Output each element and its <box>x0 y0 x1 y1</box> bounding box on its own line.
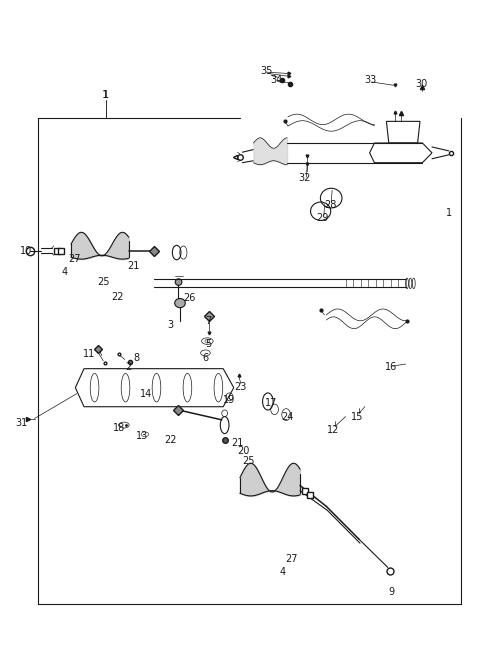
Text: 2: 2 <box>125 362 132 373</box>
Ellipse shape <box>175 279 182 285</box>
Text: 30: 30 <box>415 79 428 89</box>
Text: 4: 4 <box>62 267 68 277</box>
Text: 32: 32 <box>299 173 311 184</box>
Text: 3: 3 <box>168 319 173 330</box>
Text: 33: 33 <box>364 75 377 85</box>
Text: 6: 6 <box>203 352 208 363</box>
Text: 12: 12 <box>327 424 340 435</box>
Ellipse shape <box>205 339 210 343</box>
Text: 24: 24 <box>281 411 293 422</box>
Text: 22: 22 <box>164 434 177 445</box>
Text: 1: 1 <box>103 90 108 100</box>
Text: 17: 17 <box>265 398 277 409</box>
Text: 18: 18 <box>113 422 125 433</box>
Text: 8: 8 <box>134 352 140 363</box>
Text: 10: 10 <box>20 245 33 256</box>
Text: 31: 31 <box>15 418 28 428</box>
Text: 27: 27 <box>286 554 298 564</box>
Text: 25: 25 <box>97 277 109 287</box>
Text: 11: 11 <box>83 349 95 359</box>
Text: 29: 29 <box>316 213 329 223</box>
Text: 19: 19 <box>223 395 236 405</box>
Text: 34: 34 <box>270 75 282 85</box>
Text: 21: 21 <box>127 260 140 271</box>
Text: 16: 16 <box>385 362 397 373</box>
Text: 13: 13 <box>135 431 148 441</box>
Text: 22: 22 <box>111 291 124 302</box>
Text: 28: 28 <box>324 199 336 210</box>
Text: 27: 27 <box>68 254 81 264</box>
Text: 1: 1 <box>446 208 452 218</box>
Text: 14: 14 <box>140 388 153 399</box>
Text: 15: 15 <box>351 411 364 422</box>
Text: 5: 5 <box>205 339 212 350</box>
Text: 20: 20 <box>238 446 250 457</box>
Text: 21: 21 <box>231 438 244 448</box>
Ellipse shape <box>175 298 185 308</box>
Text: 1: 1 <box>102 90 109 100</box>
Text: 23: 23 <box>234 382 246 392</box>
Text: 4: 4 <box>279 567 285 577</box>
Text: 9: 9 <box>388 586 394 597</box>
Text: 26: 26 <box>183 293 196 304</box>
Text: 35: 35 <box>260 66 273 76</box>
Text: 25: 25 <box>242 455 255 466</box>
Text: 7: 7 <box>205 316 212 327</box>
